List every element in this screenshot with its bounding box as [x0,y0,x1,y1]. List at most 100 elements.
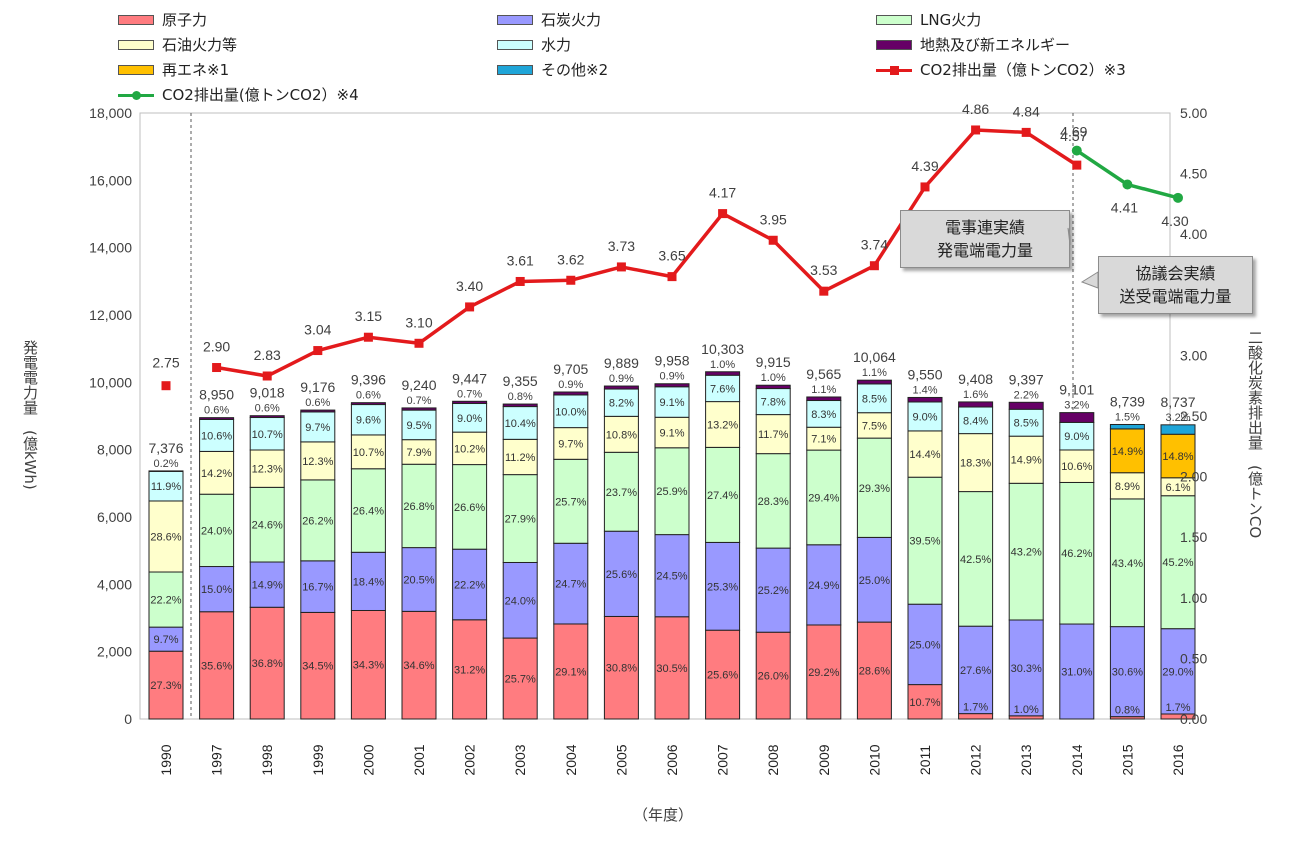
bar-nuclear [502,637,538,720]
data-label-coal: 31.0% [1061,667,1092,679]
bar-lng [958,491,994,627]
co2-value-label: 2.75 [152,355,179,371]
bar-total-label: 9,958 [654,353,689,369]
data-label-oil: 9.7% [558,438,583,450]
data-label-other: 3.2% [1165,412,1190,424]
co2-marker-square [212,363,222,373]
bar-oil [249,449,285,488]
bar-nuclear [148,650,184,720]
bar-other [1109,423,1145,430]
bar-lng [350,468,386,553]
legend-label: LNG火力 [920,11,982,29]
co2-value-label: 4.30 [1161,213,1188,229]
bar-hydro [502,406,538,440]
bar-nuclear [806,624,842,720]
bar-oil [148,500,184,573]
co2-line-council [1075,149,1179,200]
bar-coal [806,544,842,626]
data-label-hydro: 7.6% [710,383,735,395]
y2-tick-label: 3.00 [1180,347,1207,363]
legend-swatch [497,40,533,50]
bar-nuclear [300,611,336,720]
bar-oil [907,430,943,478]
data-label-coal: 30.6% [1112,667,1143,679]
data-label-hydro: 8.4% [963,415,988,427]
legend-marker [132,91,141,100]
bar-total-label: 8,739 [1110,393,1145,409]
data-label-oil: 9.1% [659,428,684,440]
bar-hydro [958,406,994,435]
co2-marker-square [718,209,728,219]
data-label-hydro: 11.9% [151,481,182,493]
bar-nuclear [553,623,589,720]
bar-coal [1008,619,1044,717]
data-label-coal: 24.5% [656,571,687,583]
co2-marker-circle [1173,192,1183,203]
data-label-coal: 25.6% [606,569,637,581]
legend-label: 地熱及び新エネルギー [920,36,1071,54]
data-label-oil: 12.3% [302,456,333,468]
bar-geothermal [856,379,892,385]
data-label-hydro: 10.4% [505,418,536,430]
bar-other [1160,424,1196,435]
bar-stack-layer [148,371,1196,720]
bar-coal [199,566,235,613]
bar-nuclear [249,606,285,720]
legend-label: その他※2 [541,61,609,79]
y2-tick-label: 4.00 [1180,226,1207,242]
bar-total-label: 9,101 [1059,382,1094,398]
bar-coal [350,551,386,611]
bar-oil [1109,472,1145,500]
data-label-oil: 8.9% [1115,481,1140,493]
data-label-hydro: 9.0% [457,413,482,425]
co2-marker-square [363,332,373,342]
data-label-nuclear: 30.5% [656,663,687,675]
x-tick-label: 2013 [1018,744,1034,775]
x-tick-label: 2010 [866,744,882,775]
data-label-lng: 26.8% [403,501,434,513]
bar-total-label: 9,355 [503,373,538,389]
co2-marker-circle [1071,145,1082,156]
data-label-hydro: 7.8% [761,397,786,409]
data-label-lng: 26.4% [353,506,384,518]
data-label-coal: 9.7% [153,634,178,646]
bar-coal [452,548,488,621]
bar-lng [705,446,741,543]
data-label-geothermal: 0.6% [255,403,280,415]
co2-value-label: 3.73 [608,238,635,254]
bar-coal [1109,626,1145,718]
co2-marker-square [1021,127,1031,137]
bar-total-label: 9,550 [907,366,942,382]
legend-swatch [118,65,154,75]
data-label-nuclear: 34.6% [403,660,434,672]
legend-swatch [876,40,912,50]
bar-nuclear [452,619,488,720]
bar-lng [654,447,690,536]
x-tick-label: 2004 [563,744,579,775]
data-label-geothermal: 3.2% [1064,400,1089,412]
bar-hydro [856,383,892,414]
bar-hydro [603,388,639,417]
data-label-hydro: 8.2% [609,398,634,410]
legend-swatch [118,15,154,25]
data-label-hydro: 9.7% [305,422,330,434]
bar-lng [401,463,437,549]
co2-value-label: 4.17 [709,185,736,201]
bar-hydro [755,388,791,416]
bar-total-label: 9,889 [604,355,639,371]
bar-geothermal [705,371,741,376]
bar-coal [705,541,741,631]
y-tick-label: 10,000 [89,374,132,390]
x-tick-label: 1999 [310,744,326,775]
data-label-hydro: 9.0% [912,411,937,423]
bar-total-label: 9,565 [806,366,841,382]
data-label-lng: 29.3% [859,483,890,495]
x-tick-label: 2005 [613,744,629,775]
bar-nuclear [907,684,943,720]
y-tick-label: 14,000 [89,240,132,256]
bar-oil [705,401,741,448]
y-tick-label: 16,000 [89,172,132,188]
bar-geothermal [452,400,488,405]
y2-tick-label: 2.00 [1180,469,1207,485]
data-label-geothermal: 0.6% [204,405,229,417]
